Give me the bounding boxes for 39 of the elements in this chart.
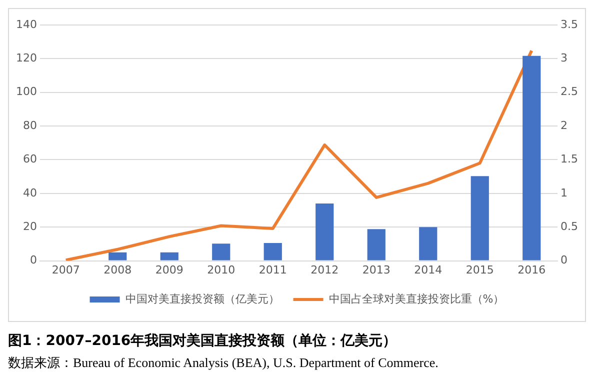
bar [367, 229, 386, 260]
text: 图1：2007–2016年我国对美国直接投资额（单位：亿美元） [8, 332, 398, 350]
x-tick-label: 2013 [362, 263, 390, 276]
bar [522, 56, 541, 260]
y-tick-label: 60 [22, 152, 37, 166]
y-tick-label: 40 [22, 186, 37, 200]
bar [108, 252, 127, 260]
bar [316, 204, 334, 260]
y2-tick-label: 1.5 [560, 152, 578, 166]
y-tick-label: 0 [30, 254, 37, 267]
x-tick-label: 2008 [104, 263, 132, 276]
bar [470, 176, 489, 260]
x-tick-label: 2011 [258, 263, 287, 276]
y2-tick-label: 2.5 [560, 85, 578, 98]
y-tick-label: 140 [16, 18, 37, 31]
x-tick-label: 2016 [518, 263, 546, 276]
bar [419, 227, 438, 260]
y2-tick-label: 0 [560, 254, 568, 267]
y-tick-label: 120 [16, 52, 37, 65]
y2-tick-label: 2 [560, 118, 568, 132]
x-tick-label: 2007 [52, 263, 80, 276]
x-tick-label: 2010 [207, 263, 236, 276]
x-tick-label: 2009 [155, 263, 184, 276]
y2-tick-label: 3 [560, 52, 568, 65]
y-tick-label: 100 [16, 85, 37, 98]
y-tick-label: 80 [22, 118, 37, 132]
y-tick-label: 20 [22, 220, 37, 233]
y2-tick-label: 0.5 [560, 220, 578, 233]
bar [212, 244, 230, 260]
x-tick-label: 2014 [414, 263, 442, 276]
source-note: 数据来源：Bureau of Economic Analysis (BEA), U.S. Department of Commerce. [8, 354, 440, 372]
legend-label: 中国占全球对美直接投资比重（%） [328, 292, 504, 306]
bar [264, 242, 282, 260]
bar [160, 252, 178, 260]
legend-label: 中国对美直接投资额（亿美元） [125, 292, 280, 306]
x-tick-label: 2012 [310, 263, 339, 276]
y2-tick-label: 3.5 [560, 18, 578, 31]
y2-tick-label: 1 [560, 186, 568, 200]
x-tick-label: 2015 [466, 263, 494, 276]
